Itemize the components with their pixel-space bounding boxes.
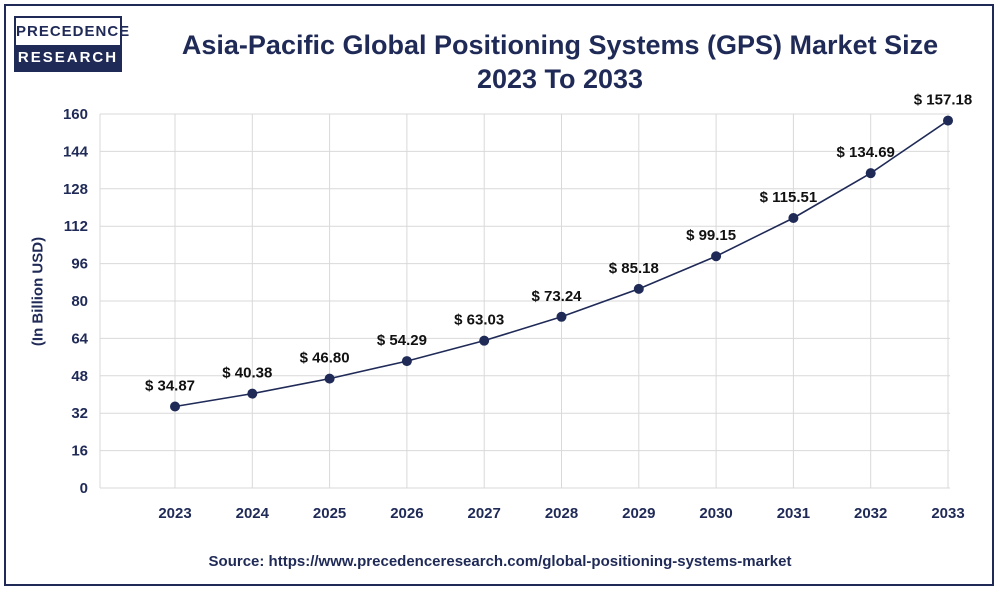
y-tick-label: 128	[63, 181, 88, 198]
y-tick-label: 32	[71, 405, 88, 422]
data-label: $ 34.87	[145, 377, 195, 394]
x-tick-label: 2025	[313, 505, 346, 522]
data-label: $ 157.18	[914, 92, 972, 109]
source-text: Source: https://www.precedenceresearch.c…	[208, 553, 792, 570]
data-label: $ 40.38	[222, 365, 272, 382]
data-point	[170, 401, 180, 412]
data-point	[865, 168, 876, 179]
data-point	[943, 115, 953, 126]
x-tick-label: 2032	[854, 505, 887, 522]
data-label: $ 73.24	[531, 288, 582, 305]
y-tick-label: 64	[71, 330, 88, 347]
data-label: $ 46.80	[300, 350, 350, 367]
y-tick-label: 160	[63, 106, 88, 123]
data-label: $ 85.18	[609, 260, 659, 277]
data-point	[247, 388, 258, 399]
x-tick-label: 2028	[545, 505, 578, 522]
data-point	[479, 335, 490, 346]
y-tick-label: 144	[63, 143, 89, 160]
chart-title-line-2: 2023 To 2033	[476, 64, 644, 94]
x-tick-label: 2031	[777, 505, 810, 522]
logo-line-2: RESEARCH	[16, 45, 120, 70]
data-point	[324, 373, 335, 384]
data-point	[556, 311, 567, 322]
chart-title-line-1: Asia-Pacific Global Positioning Systems …	[181, 30, 939, 60]
y-tick-label: 16	[71, 443, 88, 460]
y-tick-label: 0	[80, 480, 88, 497]
data-point	[711, 251, 722, 262]
x-tick-label: 2026	[390, 505, 423, 522]
data-point	[633, 283, 644, 294]
data-label: $ 115.51	[760, 189, 818, 206]
chart-frame	[4, 4, 994, 586]
x-tick-label: 2033	[931, 505, 964, 522]
data-label: $ 99.15	[686, 227, 736, 244]
y-tick-label: 112	[64, 218, 88, 235]
data-label: $ 134.69	[837, 144, 895, 161]
data-label: $ 54.29	[377, 332, 427, 349]
x-tick-label: 2023	[158, 505, 191, 522]
x-tick-label: 2027	[468, 505, 501, 522]
data-point	[401, 356, 412, 367]
y-tick-label: 96	[71, 256, 88, 273]
x-tick-label: 2030	[699, 505, 732, 522]
brand-logo: PRECEDENCE RESEARCH	[14, 16, 131, 72]
y-tick-label: 48	[71, 368, 88, 385]
y-tick-label: 80	[71, 293, 88, 310]
data-point	[788, 212, 799, 223]
logo-line-1: PRECEDENCE	[16, 23, 131, 40]
x-tick-label: 2029	[622, 505, 655, 522]
data-label: $ 63.03	[454, 312, 504, 329]
x-tick-label: 2024	[236, 505, 270, 522]
